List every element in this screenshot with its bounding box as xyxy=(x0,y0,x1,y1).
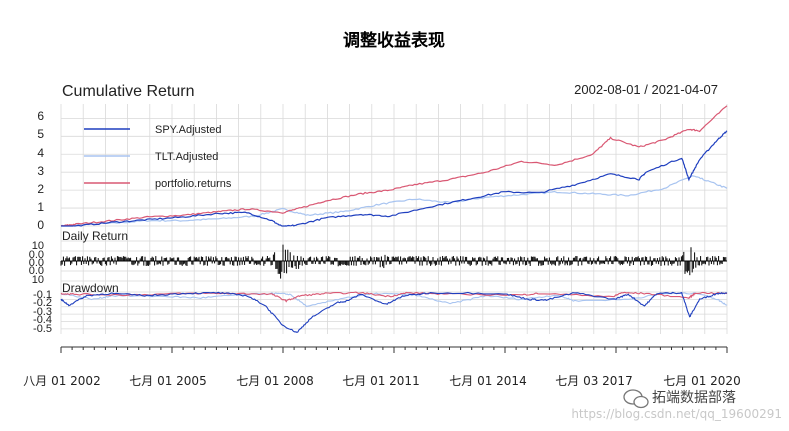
cumulative-line-tlt-adjusted xyxy=(60,175,728,227)
drawdown-y-tick: -0.1 xyxy=(33,289,52,301)
date-range-label: 2002-08-01 / 2021-04-07 xyxy=(574,82,718,97)
daily-panel-title: Daily Return xyxy=(62,229,128,243)
drawdown-y-tick: -0.4 xyxy=(33,314,52,326)
y-tick-label: 2 xyxy=(37,182,44,196)
x-tick-label: 七月 03 2017 xyxy=(555,374,632,388)
x-tick-label: 七月 01 2014 xyxy=(449,374,526,388)
x-tick-label: 七月 01 2020 xyxy=(663,374,740,388)
watermark-url: https://blog.csdn.net/qq_19600291 xyxy=(571,407,782,421)
cumulative-panel-title: Cumulative Return xyxy=(62,83,195,100)
cumulative-line-spy-adjusted xyxy=(61,130,728,227)
brand-label: 拓端数据部落 xyxy=(652,390,736,406)
y-tick-label: 1 xyxy=(37,200,44,214)
daily-y-tick: 10 xyxy=(32,274,44,286)
daily-y-tick: 0.0 xyxy=(29,265,44,277)
legend: SPY.Adjusted TLT.Adjusted portfolio.retu… xyxy=(84,124,232,190)
x-tick-label: 七月 01 2008 xyxy=(236,374,313,388)
series-lines xyxy=(60,105,728,334)
daily-y-tick: 0.0 xyxy=(29,257,44,269)
drawdown-line-tlt-adjusted xyxy=(60,292,728,308)
legend-label-spy: SPY.Adjusted xyxy=(155,124,221,136)
chart-title: 调整收益表现 xyxy=(343,30,445,51)
y-tick-label: 0 xyxy=(37,218,44,232)
drawdown-line-spy-adjusted xyxy=(60,291,728,334)
drawdown-y-tick: -0.2 xyxy=(33,297,52,309)
drawdown-panel-title: Drawdown xyxy=(62,281,119,295)
axis-ticks xyxy=(60,346,728,353)
drawdown-y-tick: -0.3 xyxy=(33,306,52,318)
y-tick-label: 6 xyxy=(37,109,44,123)
y-tick-label: 5 xyxy=(37,127,44,141)
cumulative-line-portfolio-returns xyxy=(60,105,728,227)
daily-y-tick: 0.0 xyxy=(29,249,44,261)
x-tick-label: 七月 01 2011 xyxy=(342,374,419,388)
y-tick-label: 4 xyxy=(37,146,44,160)
legend-label-tlt: TLT.Adjusted xyxy=(155,151,218,163)
y-tick-label: 3 xyxy=(37,164,44,178)
daily-y-tick: 10 xyxy=(32,240,44,252)
x-tick-label: 八月 01 2002 xyxy=(23,374,100,388)
x-tick-label: 七月 01 2005 xyxy=(129,374,206,388)
wechat-icon xyxy=(623,389,649,409)
drawdown-y-tick: -0.5 xyxy=(33,323,52,335)
legend-label-portfolio: portfolio.returns xyxy=(155,178,232,190)
